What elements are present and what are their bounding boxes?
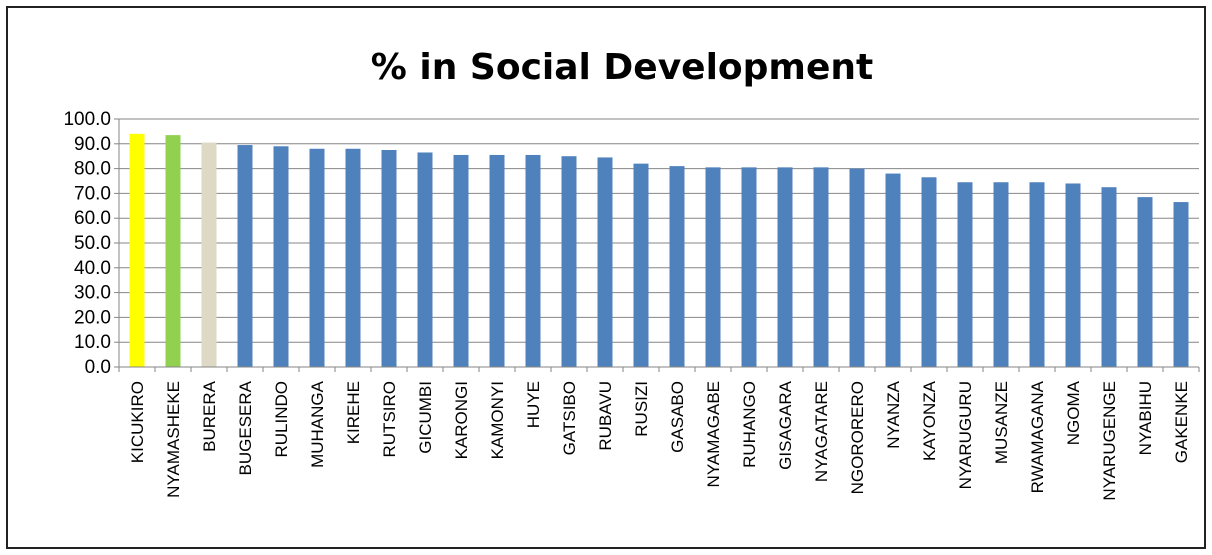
- bar-nyaruguru: [957, 182, 973, 367]
- x-tick-label: NYANZA: [884, 380, 903, 448]
- x-tick-label: RWAMAGANA: [1028, 380, 1047, 493]
- bar-kirehe: [345, 148, 361, 367]
- x-tick-label: NYAMAGABE: [704, 381, 723, 487]
- x-tick-label: GISAGARA: [776, 380, 795, 469]
- bar-nyabihu: [1137, 197, 1153, 367]
- bar-rulindo: [273, 146, 289, 367]
- bar-gatsibo: [561, 156, 577, 367]
- x-tick-label: RUSIZI: [632, 381, 651, 437]
- bar-rusizi: [633, 163, 649, 367]
- chart-title: % in Social Development: [371, 47, 873, 88]
- y-tick-label: 90.0: [74, 134, 111, 155]
- bar-rutsiro: [381, 150, 397, 367]
- x-tick-label: BURERA: [200, 380, 219, 452]
- bar-karongi: [453, 154, 469, 367]
- bar-gakenke: [1173, 202, 1189, 367]
- y-tick-label: 10.0: [74, 332, 111, 353]
- y-tick-label: 40.0: [74, 258, 111, 279]
- bar-gasabo: [669, 166, 685, 367]
- bar-huye: [525, 154, 541, 367]
- y-tick-label: 30.0: [74, 283, 111, 304]
- bar-kicukiro: [129, 133, 145, 367]
- x-tick-label: RUTSIRO: [380, 381, 399, 458]
- bar-nyarugenge: [1101, 187, 1117, 367]
- bar-kayonza: [921, 177, 937, 367]
- x-tick-label: NGOMA: [1064, 380, 1083, 445]
- bar-muhanga: [309, 148, 325, 367]
- bar-gicumbi: [417, 152, 433, 367]
- y-tick-label: 50.0: [74, 233, 111, 254]
- x-tick-label: NYAMASHEKE: [164, 381, 183, 498]
- y-tick-label: 60.0: [74, 208, 111, 229]
- x-tick-label: RULINDO: [272, 381, 291, 458]
- bar-nyamasheke: [165, 135, 181, 367]
- x-tick-labels: KICUKIRO NYAMASHEKE BURERA BUGESERA RULINDO M…: [128, 380, 1191, 500]
- bar-kamonyi: [489, 154, 505, 367]
- x-tick-label: MUHANGA: [308, 380, 327, 468]
- gridlines: [114, 118, 1200, 372]
- x-tick-label: NYAGATARE: [812, 381, 831, 482]
- y-tick-label: 100.0: [63, 109, 111, 130]
- x-tick-label: KARONGI: [452, 381, 471, 459]
- bar-ngoma: [1065, 183, 1081, 367]
- x-tick-label: GAKENKE: [1172, 381, 1191, 463]
- bar-gisagara: [777, 167, 793, 367]
- x-tick-label: KAYONZA: [920, 380, 939, 461]
- bar-rubavu: [597, 157, 613, 367]
- bars: [129, 133, 1189, 367]
- x-tick-label: NGORORERO: [848, 381, 867, 494]
- x-tick-label: RUHANGO: [740, 381, 759, 468]
- x-tick-label: NYABIHU: [1136, 381, 1155, 455]
- bar-bugesera: [237, 145, 253, 367]
- bar-nyanza: [885, 173, 901, 367]
- bar-ruhango: [741, 167, 757, 367]
- x-tick-label: KAMONYI: [488, 381, 507, 459]
- axes: [118, 119, 1199, 368]
- y-tick-label: 80.0: [74, 159, 111, 180]
- bar-rwamagana: [1029, 182, 1045, 367]
- bar-nyagatare: [813, 167, 829, 367]
- x-tick-label: KIREHE: [344, 381, 363, 444]
- x-tick-label: HUYE: [524, 381, 543, 428]
- x-tick-label: NYARUGURU: [956, 381, 975, 489]
- y-tick-label: 20.0: [74, 307, 111, 328]
- bar-burera: [201, 142, 217, 367]
- bar-musanze: [993, 182, 1009, 367]
- bar-nyamagabe: [705, 167, 721, 367]
- y-tick-label: 0.0: [85, 357, 111, 378]
- x-tick-label: NYARUGENGE: [1100, 381, 1119, 501]
- bar-ngororero: [849, 168, 865, 367]
- x-tick-label: GASABO: [668, 381, 687, 453]
- x-tick-label: MUSANZE: [992, 381, 1011, 464]
- x-tick-label: GICUMBI: [416, 381, 435, 454]
- y-tick-label: 70.0: [74, 183, 111, 204]
- y-tick-labels: 0.0 10.0 20.0 30.0 40.0 50.0 60.0 70.0 80.0 90.0 1…: [63, 109, 111, 378]
- x-tick-label: KICUKIRO: [128, 381, 147, 463]
- x-tick-label: BUGESERA: [236, 380, 255, 475]
- x-tick-label: RUBAVU: [596, 381, 615, 451]
- x-tick-label: GATSIBO: [560, 381, 579, 455]
